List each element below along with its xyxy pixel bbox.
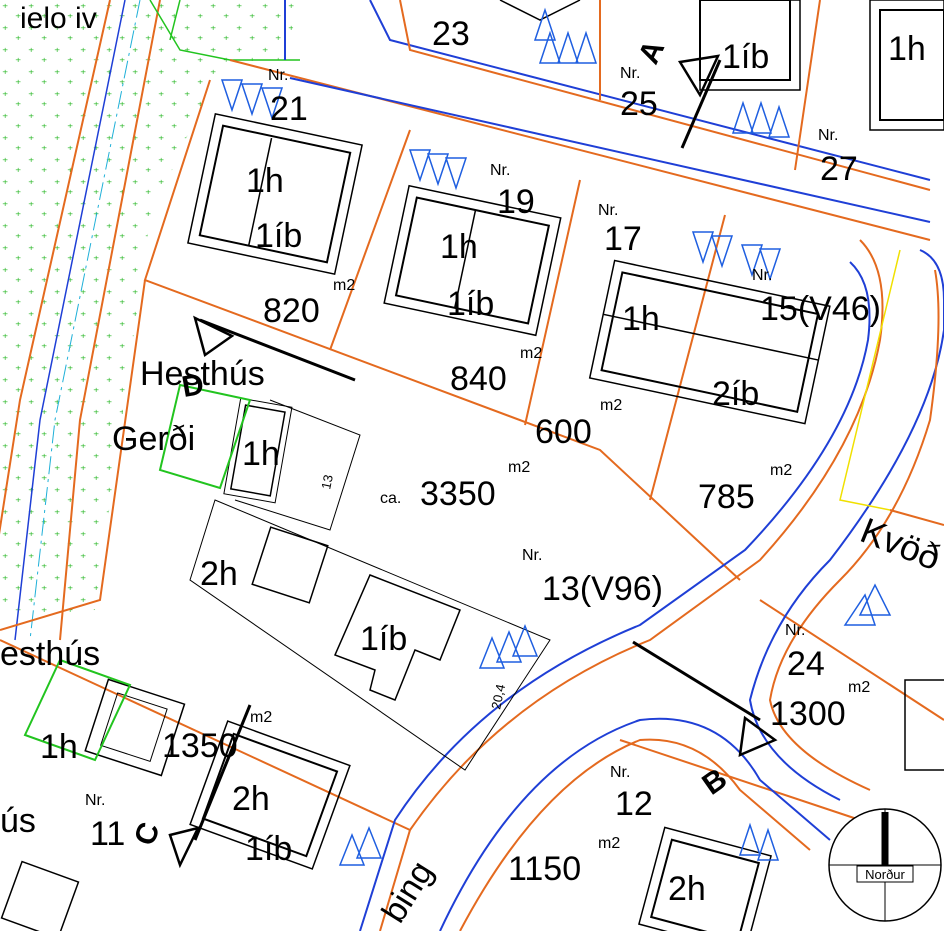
- area-1350: 1350: [162, 727, 238, 765]
- nr-prefix-12: Nr.: [610, 764, 630, 781]
- nr-prefix-21: Nr.: [268, 67, 288, 84]
- area-ca: ca.: [380, 490, 401, 507]
- nr-prefix-11: Nr.: [85, 792, 105, 809]
- building-label-27-h: 1h: [888, 30, 926, 68]
- nr-prefix-27: Nr.: [818, 127, 838, 144]
- green-enclosures: [23, 383, 252, 762]
- lot-number-12: 12: [615, 785, 653, 823]
- building-label-11-2h: 2h: [232, 780, 270, 818]
- section-label-a: A: [632, 35, 671, 69]
- lot-number-21: 21: [270, 90, 308, 128]
- building-label-11-ib: 1íb: [245, 830, 292, 868]
- building-label-13-h: 1h: [242, 435, 280, 473]
- nr-prefix-13: Nr.: [522, 547, 542, 564]
- parking-symbols: [220, 7, 892, 866]
- area-785: 785: [698, 478, 755, 516]
- nr-prefix-24: Nr.: [785, 622, 805, 639]
- m2-1300: m2: [848, 679, 870, 696]
- lot-number-19: 19: [497, 183, 535, 221]
- m2-600: m2: [600, 397, 622, 414]
- lot-number-27: 27: [820, 150, 858, 188]
- building-label-15-h: 1h: [622, 300, 660, 338]
- section-arrows: [168, 54, 778, 869]
- m2-1350: m2: [250, 709, 272, 726]
- section-label-b: B: [696, 762, 733, 801]
- building-label-gerdi: Gerði: [112, 420, 195, 458]
- area-600: 600: [535, 413, 592, 451]
- lot-number-11: 11: [90, 815, 125, 853]
- building-label-15-ib: 2íb: [712, 375, 759, 413]
- street-label-bing: bing: [375, 855, 441, 930]
- lot-number-23: 23: [432, 15, 470, 53]
- building-label-19-ib: 1íb: [447, 285, 494, 323]
- area-1150: 1150: [508, 850, 581, 888]
- building-label-19-h: 1h: [440, 228, 478, 266]
- area-840: 840: [450, 360, 507, 398]
- compass-label: Norður: [865, 867, 905, 882]
- lot-boundaries: [0, 0, 944, 831]
- building-label-21-h: 1h: [246, 162, 284, 200]
- building-label-11-h: 1h: [40, 728, 78, 766]
- m2-785: m2: [770, 462, 792, 479]
- dimension-20-4: 20,4: [488, 683, 508, 711]
- building-label-21-ib: 1íb: [255, 217, 302, 255]
- building-label-hus-left: ús: [0, 802, 36, 840]
- street-label-top-left: ielo iv: [20, 2, 97, 35]
- north-compass: [828, 808, 942, 922]
- m2-3350: m2: [508, 459, 530, 476]
- nr-prefix-17: Nr.: [598, 202, 618, 219]
- street-label-kvod: Kvöð: [855, 509, 944, 578]
- lot-number-13: 13(V96): [542, 570, 663, 608]
- area-3350: 3350: [420, 475, 496, 513]
- building-label-13-2h: 2h: [200, 555, 238, 593]
- curved-road: [359, 239, 944, 931]
- area-1300: 1300: [770, 695, 846, 733]
- m2-840: m2: [520, 345, 542, 362]
- nr-prefix-15: Nr.: [752, 267, 772, 284]
- building-label-hesthus: Hesthús: [140, 355, 265, 393]
- nr-prefix-25: Nr.: [620, 65, 640, 82]
- lot-number-15: 15(V46): [760, 290, 881, 328]
- building-label-12-2h: 2h: [668, 870, 706, 908]
- lot-number-17: 17: [604, 220, 642, 258]
- left-road-lines: [0, 0, 300, 641]
- building-label-hesthus-left: esthús: [0, 635, 100, 673]
- m2-1150: m2: [598, 835, 620, 852]
- section-lines: [193, 59, 761, 841]
- lot-number-25: 25: [620, 85, 658, 123]
- section-label-c: C: [128, 818, 166, 850]
- nr-prefix-19: Nr.: [490, 162, 510, 179]
- m2-820: m2: [333, 277, 355, 294]
- dimension-13: 13: [318, 473, 336, 490]
- building-label-25-ib: 1íb: [722, 38, 769, 76]
- area-820: 820: [263, 292, 320, 330]
- building-label-13-ib: 1íb: [360, 620, 407, 658]
- lot-number-24: 24: [787, 645, 825, 683]
